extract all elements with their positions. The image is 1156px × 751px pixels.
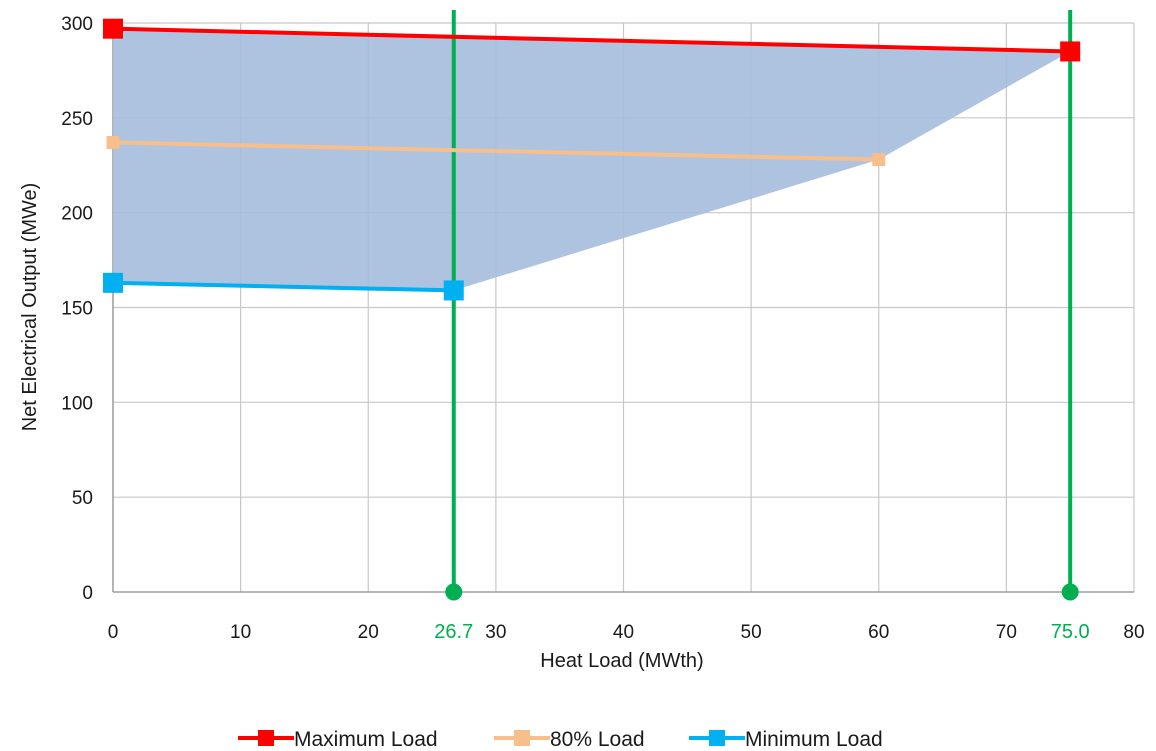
legend-marker (709, 730, 725, 746)
data-point (103, 272, 123, 293)
series-line (112, 140, 879, 162)
y-tick-label: 150 (61, 299, 93, 320)
operating-region-area (113, 28, 1071, 291)
legend-label: Minimum Load (745, 728, 883, 751)
x-axis-title: Heat Load (MWth) (540, 650, 703, 672)
vertical-line-label: 75.0 (1051, 621, 1090, 643)
x-tick-label: 0 (108, 622, 119, 643)
x-tick-label: 30 (485, 622, 506, 643)
operating-region (113, 28, 1071, 291)
data-point (872, 153, 886, 167)
y-tick-label: 200 (61, 204, 93, 225)
vertical-line-point (445, 583, 463, 601)
x-tick-label: 20 (358, 622, 379, 643)
legend-label: 80% Load (550, 728, 645, 751)
y-tick-label: 250 (61, 109, 93, 130)
legend-marker (514, 730, 530, 746)
y-tick-label: 100 (61, 393, 93, 414)
x-tick-label: 50 (741, 622, 762, 643)
y-tick-label: 50 (72, 488, 93, 509)
vertical-line-label: 26.7 (434, 621, 473, 643)
legend-item: Minimum Load (689, 728, 883, 751)
vertical-line-point (1061, 583, 1079, 601)
series-line (112, 280, 454, 293)
x-tick-label: 60 (868, 622, 889, 643)
vertical-reference-lines: 26.7 75.0 (434, 10, 1090, 643)
data-point (1060, 41, 1081, 62)
y-tick-label: 0 (82, 583, 93, 604)
series-lines (103, 18, 1081, 301)
tick-labels: 0 10 20 30 40 50 60 70 80 0 50 100 150 200 250 300 (61, 14, 1144, 643)
legend: Maximum Load 80% Load Minimum Load (238, 728, 883, 751)
x-tick-label: 10 (230, 622, 251, 643)
data-point (443, 280, 464, 301)
legend-marker (258, 730, 274, 746)
y-tick-label: 300 (61, 14, 93, 35)
legend-item: Maximum Load (238, 728, 438, 751)
x-tick-label: 70 (996, 622, 1017, 643)
data-point (106, 135, 120, 149)
y-axis-title: Net Electrical Output (MWe) (19, 183, 41, 432)
series-line (112, 26, 1071, 54)
legend-label: Maximum Load (294, 728, 438, 751)
legend-item: 80% Load (494, 728, 645, 751)
x-tick-label: 40 (613, 622, 634, 643)
x-tick-label: 80 (1123, 622, 1144, 643)
data-point (103, 18, 123, 39)
